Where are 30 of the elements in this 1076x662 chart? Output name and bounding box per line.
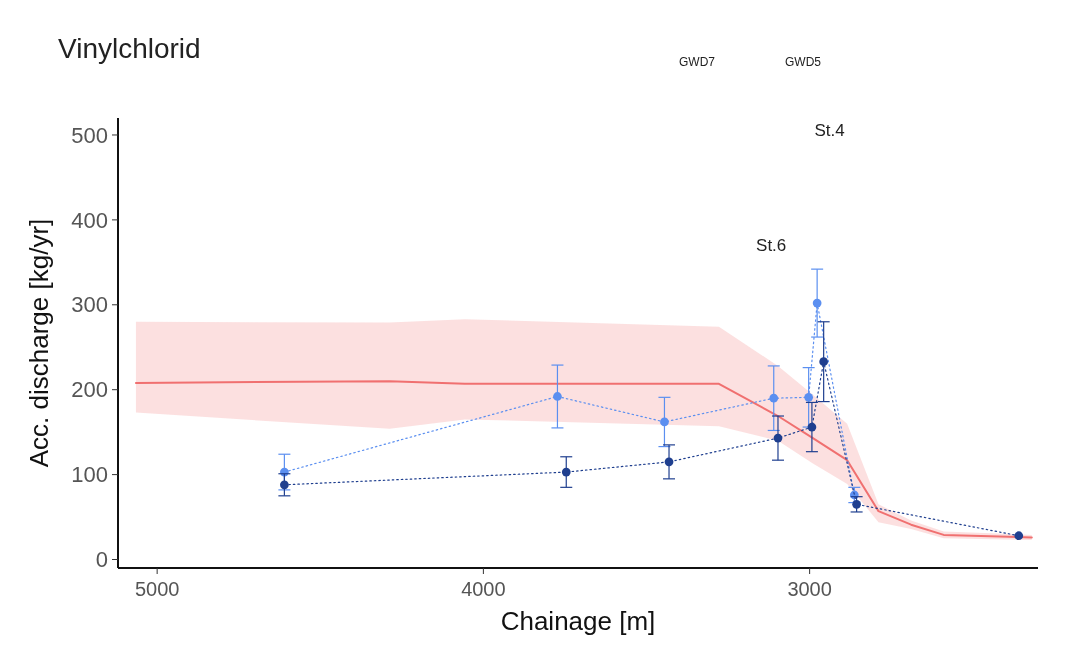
- y-tick-label: 500: [71, 122, 108, 148]
- y-axis-title: Acc. discharge [kg/yr]: [24, 218, 54, 468]
- chart-title: Vinylchlorid: [58, 33, 201, 64]
- x-tick-label: 3000: [787, 578, 832, 600]
- x-tick-label: 5000: [134, 578, 180, 600]
- text: GWD5: [785, 55, 822, 70]
- point: [280, 480, 289, 490]
- y-tick-label: 100: [71, 462, 108, 488]
- point: [561, 467, 571, 477]
- x-tick-label: 4000: [461, 578, 506, 600]
- point: [769, 393, 779, 403]
- point: [812, 298, 822, 308]
- line-series: [134, 380, 1033, 539]
- point: [819, 357, 829, 367]
- point: [1014, 531, 1024, 541]
- y-tick-label: 0: [95, 547, 108, 573]
- x-axis-title: Chainage [m]: [500, 606, 656, 636]
- annotation: St.6: [756, 236, 787, 256]
- annotation: St.4: [814, 121, 845, 140]
- y-tick-label: 400: [71, 207, 108, 233]
- point: [852, 499, 861, 509]
- point: [773, 433, 783, 443]
- point: [804, 392, 814, 402]
- y-tick-label: 200: [71, 377, 108, 403]
- y-tick-label: 300: [71, 292, 108, 318]
- point: [660, 417, 669, 427]
- point: [807, 422, 817, 432]
- point: [664, 457, 674, 467]
- point: [553, 392, 562, 401]
- text: GWD7: [679, 55, 716, 70]
